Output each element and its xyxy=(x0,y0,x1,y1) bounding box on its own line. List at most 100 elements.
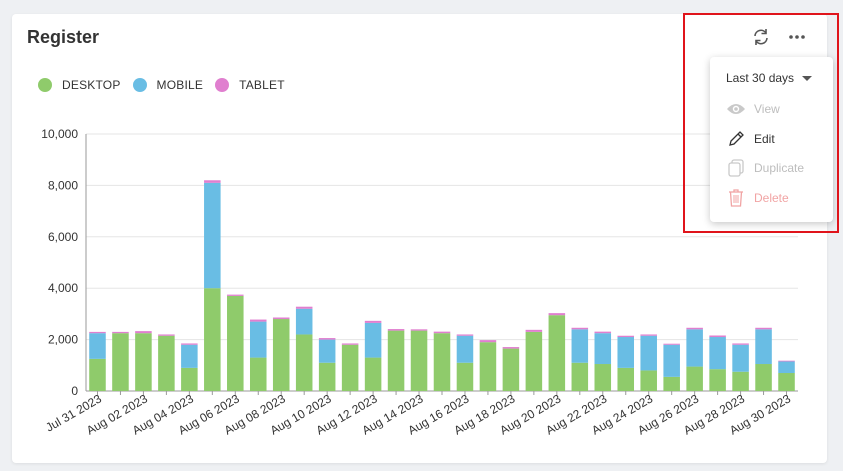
bar-desktop xyxy=(89,358,106,391)
menu-item-delete[interactable]: Delete xyxy=(726,188,789,208)
bar-desktop xyxy=(456,362,474,391)
refresh-icon[interactable] xyxy=(750,26,772,48)
y-tick-label: 4,000 xyxy=(48,281,78,295)
bar-desktop xyxy=(778,373,795,391)
bar-desktop xyxy=(594,364,612,391)
legend-item-mobile[interactable]: MOBILE xyxy=(132,78,204,92)
bar-desktop xyxy=(272,319,290,391)
bar-desktop xyxy=(249,357,267,391)
bar-tablet xyxy=(318,338,336,340)
bar-tablet xyxy=(227,294,244,296)
bar-desktop xyxy=(341,344,359,391)
bar-tablet xyxy=(272,317,290,320)
bar-tablet xyxy=(502,347,520,349)
y-tick-label: 6,000 xyxy=(48,230,78,244)
bar-tablet xyxy=(778,360,795,362)
legend-item-tablet[interactable]: TABLET xyxy=(215,78,285,92)
legend-label: DESKTOP xyxy=(62,78,121,92)
bar-mobile xyxy=(594,333,612,365)
caret-down-icon xyxy=(802,75,813,81)
bar-tablet xyxy=(456,334,474,336)
bar-tablet xyxy=(204,180,221,183)
bar-desktop xyxy=(318,362,336,391)
bar-tablet xyxy=(663,343,680,345)
bar-desktop xyxy=(479,342,497,391)
y-tick-label: 0 xyxy=(71,384,78,398)
bar-desktop xyxy=(571,362,589,391)
legend-dot xyxy=(38,78,52,92)
menu-item-label: Delete xyxy=(754,191,789,205)
bar-tablet xyxy=(341,343,359,345)
pencil-icon xyxy=(726,129,746,149)
legend-label: MOBILE xyxy=(156,78,204,92)
menu-item-view[interactable]: View xyxy=(726,99,780,119)
bar-mobile xyxy=(295,308,313,335)
bar-tablet xyxy=(433,331,451,334)
bar-desktop xyxy=(135,333,152,391)
legend-item-desktop[interactable]: DESKTOP xyxy=(38,78,121,92)
bar-tablet xyxy=(387,329,405,331)
bar-desktop xyxy=(295,334,313,391)
legend-dot xyxy=(132,78,147,92)
bar-desktop xyxy=(410,330,428,391)
bar-desktop xyxy=(709,369,726,391)
bar-mobile xyxy=(755,329,772,365)
bar-desktop xyxy=(732,371,749,391)
date-range-label: Last 30 days xyxy=(726,71,795,85)
menu-item-edit[interactable]: Edit xyxy=(726,129,775,149)
bar-tablet xyxy=(364,320,382,323)
bar-tablet xyxy=(525,329,543,332)
menu-item-label: Edit xyxy=(754,132,775,146)
bar-desktop xyxy=(548,315,566,391)
bar-tablet xyxy=(249,319,267,322)
date-range-selector[interactable]: Last 30 days xyxy=(726,71,813,85)
menu-item-duplicate[interactable]: Duplicate xyxy=(726,158,804,178)
bar-tablet xyxy=(755,327,772,330)
bar-desktop xyxy=(525,331,543,391)
bar-desktop xyxy=(502,348,520,391)
bar-tablet xyxy=(479,340,497,343)
bar-tablet xyxy=(112,331,129,334)
bar-tablet xyxy=(295,306,313,309)
chart-legend: DESKTOP MOBILE TABLET xyxy=(38,78,297,92)
bar-tablet xyxy=(686,327,703,330)
copy-icon xyxy=(726,158,746,178)
bar-mobile xyxy=(617,337,635,368)
bar-desktop xyxy=(755,364,772,391)
bar-mobile xyxy=(778,361,795,374)
y-tick-label: 10,000 xyxy=(41,127,78,141)
bar-tablet xyxy=(709,335,726,338)
bar-mobile xyxy=(249,321,267,358)
bar-desktop xyxy=(686,366,703,391)
bar-desktop xyxy=(204,288,221,391)
bar-mobile xyxy=(686,329,703,367)
bar-mobile xyxy=(364,322,382,358)
bar-desktop xyxy=(181,367,198,391)
bar-desktop xyxy=(112,333,129,391)
bar-desktop xyxy=(433,333,451,391)
dropdown-menu: Last 30 days View Edit Duplicate Delete xyxy=(710,57,833,222)
bar-desktop xyxy=(387,330,405,391)
eye-icon xyxy=(726,99,746,119)
bar-tablet xyxy=(548,313,566,316)
bar-tablet xyxy=(135,331,152,334)
bar-desktop xyxy=(640,370,657,391)
card-title: Register xyxy=(27,27,100,47)
bar-mobile xyxy=(640,335,657,371)
y-tick-label: 8,000 xyxy=(48,178,78,192)
bar-mobile xyxy=(318,339,336,363)
bar-mobile xyxy=(89,333,106,359)
menu-item-label: Duplicate xyxy=(754,161,805,175)
bar-tablet xyxy=(181,343,198,345)
bar-tablet xyxy=(640,334,657,336)
bar-tablet xyxy=(732,343,749,345)
bar-desktop xyxy=(617,367,635,391)
more-horizontal-icon[interactable] xyxy=(786,26,808,48)
bar-tablet xyxy=(89,331,106,334)
bar-tablet xyxy=(158,334,175,336)
y-tick-label: 2,000 xyxy=(48,333,78,347)
bar-tablet xyxy=(410,329,428,331)
bar-mobile xyxy=(456,335,474,363)
bar-mobile xyxy=(181,344,198,368)
